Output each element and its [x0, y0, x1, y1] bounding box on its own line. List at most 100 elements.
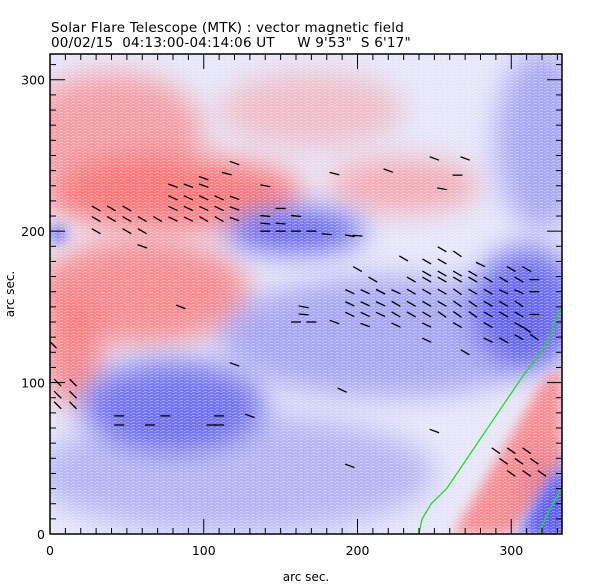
- field-vector: [360, 311, 371, 318]
- field-vector: [522, 470, 532, 477]
- field-vector: [168, 205, 178, 212]
- field-vector: [260, 184, 271, 188]
- y-tick-label: 200: [21, 224, 45, 239]
- field-vector: [321, 233, 332, 236]
- field-vector: [391, 289, 401, 295]
- field-vector: [175, 304, 186, 310]
- field-vector: [152, 215, 163, 223]
- field-vector: [352, 234, 363, 237]
- field-vector: [514, 457, 524, 465]
- field-vector: [229, 195, 240, 201]
- x-axis-label: arc sec.: [283, 570, 329, 584]
- field-vector: [275, 222, 286, 225]
- field-vector: [375, 289, 386, 295]
- y-tick-label: 0: [37, 527, 45, 542]
- field-vector: [452, 300, 462, 308]
- field-vector: [529, 457, 539, 465]
- field-vector: [514, 289, 524, 295]
- field-vector: [452, 311, 462, 318]
- field-vector: [229, 362, 240, 367]
- field-vector: [214, 215, 224, 223]
- field-vector: [483, 276, 493, 283]
- field-vector: [422, 311, 432, 318]
- field-vector: [498, 311, 509, 318]
- field-vector: [183, 205, 194, 212]
- x-tick-label: 300: [499, 543, 523, 558]
- field-vector: [345, 289, 355, 295]
- field-vector: [91, 205, 101, 212]
- chart-title: Solar Flare Telescope (MTK) : vector mag…: [51, 20, 404, 36]
- field-vector: [429, 428, 440, 434]
- field-vector: [168, 183, 178, 189]
- field-vector: [437, 187, 448, 191]
- field-vector: [198, 183, 209, 189]
- field-vector: [437, 270, 447, 277]
- field-vector: [498, 300, 509, 307]
- field-vector: [514, 276, 524, 283]
- field-vector: [221, 171, 232, 176]
- field-vector: [337, 387, 347, 393]
- field-vector: [91, 215, 101, 223]
- field-vector: [514, 311, 524, 318]
- field-vector: [437, 276, 447, 283]
- field-vector: [437, 288, 447, 295]
- field-vector: [422, 288, 432, 295]
- field-vector: [437, 311, 447, 318]
- field-vector: [298, 305, 309, 309]
- field-vector: [344, 234, 355, 238]
- field-vector: [360, 322, 371, 328]
- field-vector: [452, 250, 462, 258]
- field-vector: [506, 265, 516, 273]
- field-vector: [168, 216, 178, 222]
- field-vector: [506, 470, 516, 477]
- field-vector: [375, 301, 386, 307]
- field-vector: [529, 333, 539, 341]
- field-vector: [260, 214, 271, 218]
- field-vector: [460, 156, 471, 161]
- field-vector: [198, 195, 209, 201]
- field-vector: [53, 390, 62, 399]
- field-vector: [69, 378, 78, 387]
- field-vector: [468, 270, 478, 277]
- field-vector: [229, 206, 240, 211]
- field-vector: [498, 289, 509, 295]
- field-vector: [422, 300, 432, 307]
- field-vector: [468, 311, 478, 318]
- field-vector: [498, 337, 509, 344]
- field-vector: [475, 261, 486, 268]
- field-vector: [91, 228, 101, 235]
- field-vector: [437, 246, 447, 253]
- field-vector: [483, 288, 493, 295]
- field-vector: [183, 216, 194, 222]
- field-vector: [437, 300, 447, 307]
- field-vector: [106, 205, 117, 212]
- field-vector: [214, 195, 224, 201]
- field-vector: [329, 319, 340, 325]
- x-tick-label: 0: [46, 543, 54, 558]
- y-tick-label: 300: [21, 73, 45, 88]
- field-vector: [345, 301, 355, 307]
- field-vector: [521, 265, 532, 273]
- contour-line: [538, 488, 562, 534]
- field-vector: [106, 215, 117, 223]
- field-vector: [260, 222, 271, 225]
- field-vector: [398, 255, 409, 262]
- field-vector: [537, 470, 547, 477]
- field-vector: [329, 171, 340, 176]
- field-vector: [421, 337, 432, 343]
- field-vector: [375, 311, 386, 318]
- field-vector: [198, 205, 209, 212]
- noise-texture: [50, 54, 562, 534]
- field-vector: [522, 447, 532, 455]
- field-vector: [368, 276, 378, 283]
- field-vector: [514, 334, 524, 341]
- field-vector: [383, 168, 394, 173]
- field-vector: [452, 270, 463, 277]
- field-vector: [137, 215, 147, 223]
- field-vector: [183, 183, 194, 189]
- field-vector: [406, 276, 416, 283]
- field-vector: [483, 311, 493, 318]
- field-vector: [452, 276, 463, 283]
- field-vector: [468, 300, 478, 308]
